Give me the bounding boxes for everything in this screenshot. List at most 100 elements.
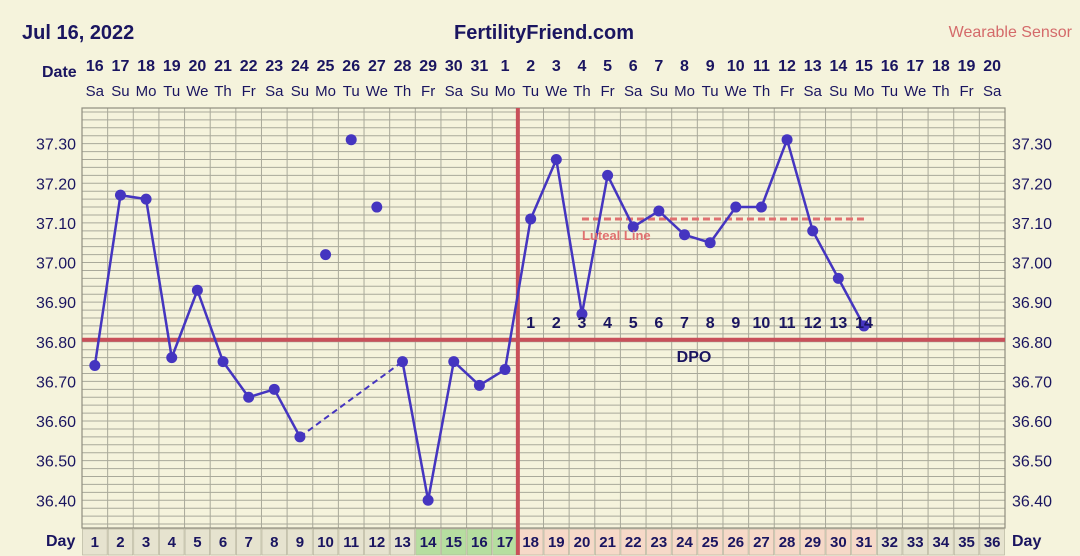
day-number: 6: [219, 534, 227, 551]
day-cell: [312, 528, 339, 556]
date-label: 6: [629, 58, 638, 75]
day-number: 12: [369, 534, 386, 551]
day-cell: [979, 528, 1005, 556]
data-point: [320, 249, 332, 261]
dpo-number: 8: [706, 315, 715, 332]
day-number: 10: [317, 534, 334, 551]
y-tick-label: 36.80: [36, 335, 76, 352]
y-tick-label: 37.30: [36, 137, 76, 154]
y-tick-label: 36.60: [36, 414, 76, 431]
site-title: FertilityFriend.com: [454, 22, 634, 44]
day-cell: [594, 528, 621, 556]
date-label: 31: [471, 58, 489, 75]
day-cell: [159, 528, 185, 556]
data-point: [679, 229, 691, 241]
y-tick-label: 37.10: [36, 216, 76, 233]
date-label: 17: [906, 58, 924, 75]
day-number: 16: [471, 534, 488, 551]
date-label: 14: [829, 58, 847, 75]
date-label: 25: [317, 58, 335, 75]
date-label: 19: [958, 58, 976, 75]
data-point: [832, 272, 844, 284]
weekday-label: Th: [932, 83, 950, 100]
series-segment: [529, 159, 558, 220]
data-point: [166, 352, 178, 364]
weekday-label: Fr: [601, 83, 615, 100]
series-segment: [426, 361, 455, 501]
date-label: 10: [727, 58, 745, 75]
date-label: 19: [163, 58, 181, 75]
weekday-label: Fr: [242, 83, 256, 100]
dpo-number: 10: [753, 315, 771, 332]
series-segment: [196, 289, 225, 363]
series-segment: [658, 210, 686, 236]
weekday-label: Tu: [163, 83, 180, 100]
day-number: 18: [522, 534, 539, 551]
data-point: [114, 189, 126, 201]
dpo-label: DPO: [677, 349, 712, 366]
date-label: 13: [804, 58, 822, 75]
weekday-label: Su: [650, 83, 668, 100]
data-point: [525, 213, 537, 225]
weekday-label: We: [366, 83, 388, 100]
data-point: [345, 134, 357, 146]
weekday-label: Sa: [804, 83, 823, 100]
dpo-number: 3: [578, 315, 587, 332]
date-label: 8: [680, 58, 689, 75]
day-cell: [851, 528, 877, 556]
series-segment: [555, 159, 584, 315]
day-cell: [902, 528, 928, 556]
weekday-label: Mo: [136, 83, 157, 100]
series-segment: [221, 360, 250, 398]
day-cell: [492, 528, 518, 556]
data-point: [755, 201, 767, 213]
date-label: 28: [394, 58, 412, 75]
data-point: [499, 364, 511, 376]
day-cell: [184, 528, 210, 556]
weekday-label: Mo: [495, 83, 516, 100]
date-label: 20: [983, 58, 1001, 75]
day-row-label-right: Day: [1012, 533, 1041, 550]
weekday-label: Sa: [265, 83, 284, 100]
day-number: 19: [548, 534, 565, 551]
series-segment: [503, 218, 532, 370]
dpo-number: 7: [680, 315, 689, 332]
data-point: [730, 201, 742, 213]
day-number: 34: [933, 534, 950, 551]
weekday-label: Tu: [522, 83, 539, 100]
data-point: [89, 360, 101, 372]
day-cell: [800, 528, 826, 556]
date-label: 20: [188, 58, 206, 75]
date-label: 4: [578, 58, 587, 75]
series-segment: [760, 139, 789, 208]
date-label: 7: [654, 58, 663, 75]
day-cell: [441, 528, 467, 556]
dpo-number: 12: [804, 315, 822, 332]
weekday-label: Sa: [86, 83, 105, 100]
weekday-label: Th: [753, 83, 771, 100]
day-cell: [953, 528, 980, 556]
date-label: 29: [419, 58, 437, 75]
day-number: 24: [676, 534, 693, 551]
weekday-label: Mo: [315, 83, 336, 100]
day-cell: [825, 528, 851, 556]
dpo-number: 4: [603, 315, 612, 332]
series-segment: [452, 360, 481, 387]
y-tick-label: 36.70: [1012, 374, 1052, 391]
weekday-label: Su: [829, 83, 847, 100]
day-number: 14: [420, 534, 437, 551]
weekday-label: Sa: [445, 83, 464, 100]
plot-border: [81, 107, 1006, 529]
day-number: 28: [779, 534, 796, 551]
y-tick-label: 37.10: [1012, 216, 1052, 233]
y-tick-label: 36.50: [36, 454, 76, 471]
series-segment: [709, 206, 737, 244]
day-cell: [364, 528, 390, 556]
day-cell: [697, 528, 723, 556]
data-point: [653, 205, 665, 217]
day-number: 21: [599, 534, 616, 551]
weekday-label: We: [186, 83, 208, 100]
day-cell: [82, 528, 108, 556]
y-tick-label: 37.20: [1012, 176, 1052, 193]
series-segment: [580, 175, 609, 315]
